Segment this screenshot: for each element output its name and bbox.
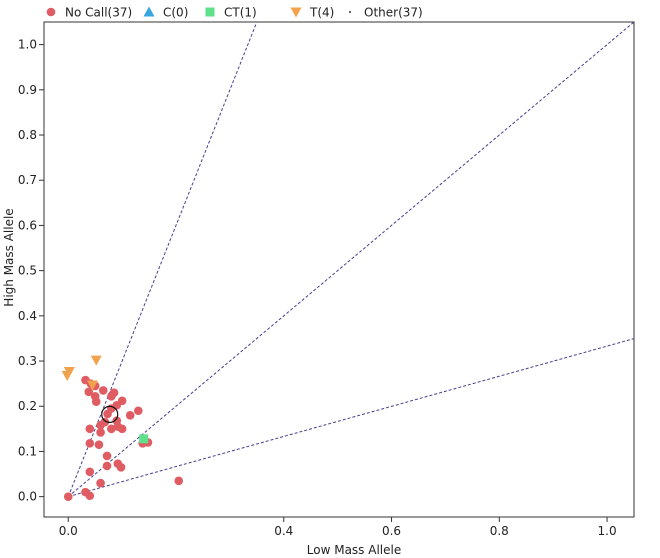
legend-item[interactable]: Other(37) [349,6,423,20]
data-point [61,371,73,382]
data-point [85,491,95,501]
legend-marker [290,7,302,18]
data-point [84,387,94,397]
y-tick-label: 0.6 [18,218,37,232]
data-point [103,409,112,419]
cluster-line [67,22,258,497]
data-point [139,434,149,444]
x-tick-label: 0.8 [490,524,509,538]
y-tick-label: 0.9 [18,83,37,97]
data-point [100,417,110,427]
data-points [61,355,184,501]
y-axis: 0.0 0.1 0.2 0.3 0.4 0.5 0.6 0.7 0.8 0.9 1.0 [18,38,44,504]
data-point [102,461,112,471]
x-tick-label: 0.0 [59,524,78,538]
y-tick-label: 0.3 [18,354,37,368]
legend-label: CT(1) [224,6,257,20]
legend-marker [143,6,155,17]
legend: No Call(37) C(0) CT(1) T(4) Other(37) [46,6,423,20]
data-point [91,397,101,407]
legend-label: C(0) [163,6,188,20]
data-point [63,492,73,501]
legend-item[interactable]: No Call(37) [46,6,132,20]
y-tick-label: 0.8 [18,128,37,142]
data-point [107,424,116,434]
y-tick-label: 0.1 [18,444,37,458]
cluster-line [68,338,634,498]
cluster-lines [67,22,634,498]
data-point [102,451,112,461]
data-point [94,440,104,449]
y-tick-label: 0.5 [18,264,37,278]
data-point [174,476,184,486]
y-tick-label: 0.7 [18,173,37,187]
legend-label: No Call(37) [65,6,132,20]
y-tick-label: 0.0 [18,490,37,504]
legend-item[interactable]: C(0) [143,6,189,20]
data-point [117,424,127,434]
legend-marker [46,7,56,17]
y-tick-label: 0.4 [18,309,37,323]
data-point [116,462,126,472]
data-point [133,406,143,416]
legend-label: T(4) [309,6,334,20]
data-point [85,424,95,434]
data-point [96,478,105,488]
legend-label: Other(37) [364,6,423,20]
legend-marker [205,7,215,17]
data-point [85,467,95,477]
legend-marker [349,11,351,13]
data-point [98,386,108,395]
x-tick-label: 0.6 [382,524,401,538]
data-point [86,380,98,391]
data-point [85,439,95,448]
data-point [125,410,135,420]
legend-item[interactable]: CT(1) [205,6,257,20]
legend-item[interactable]: T(4) [290,6,335,20]
selected-point-ring [101,405,119,423]
data-point [109,388,119,397]
x-tick-label: 0.4 [274,524,293,538]
data-point [96,428,105,437]
y-tick-label: 0.2 [18,399,37,413]
y-tick-label: 1.0 [18,38,37,52]
y-axis-title: High Mass Allele [2,208,16,306]
data-point [90,355,102,366]
x-axis-title: Low Mass Allele [307,543,401,557]
x-axis: 0.0 0.4 0.6 0.8 1.0 [59,517,617,538]
x-tick-label: 1.0 [598,524,617,538]
